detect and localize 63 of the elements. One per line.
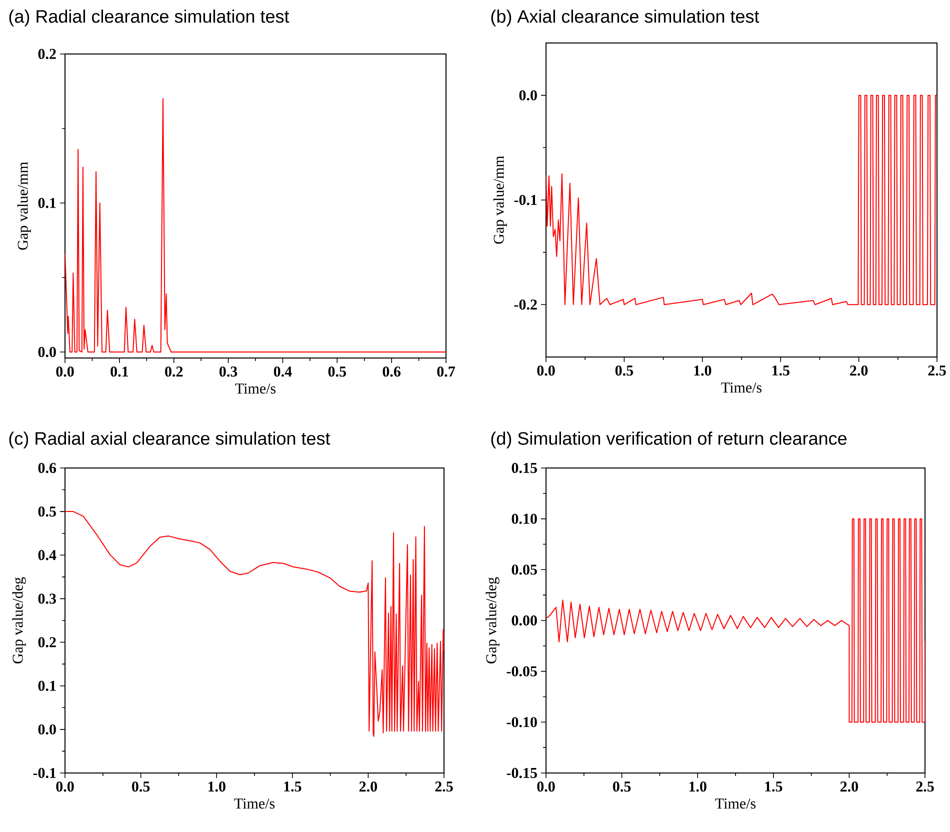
x-tick-label: 2.0 — [840, 782, 858, 792]
x-tick-label: 0.7 — [437, 366, 456, 377]
line-series — [546, 518, 926, 723]
x-tick-label: 0.0 — [537, 366, 555, 376]
y-tick-label: 0.0 — [38, 724, 56, 735]
x-tick-label: 0.4 — [274, 366, 292, 377]
y-axis-title: Gap value/mm — [493, 156, 507, 244]
y-tick-label: 0.6 — [38, 462, 56, 474]
x-tick-label: 1.0 — [694, 366, 712, 376]
line-series — [546, 94, 938, 306]
x-axis-title: Time/s — [715, 798, 756, 809]
y-tick-label: 0.4 — [38, 550, 56, 560]
y-tick-label: -0.05 — [506, 666, 537, 676]
y-tick-label: 0.0 — [38, 346, 56, 358]
y-tick-label: -0.1 — [33, 768, 56, 778]
chart-title: (c) Radial axial clearance simulation test — [9, 432, 330, 448]
y-tick-label: 0.2 — [38, 637, 56, 648]
y-tick-label: 0.3 — [38, 594, 56, 604]
x-tick-label: 1.0 — [208, 782, 226, 792]
x-axis-title: Time/s — [235, 384, 276, 394]
x-tick-label: 2.0 — [359, 782, 378, 792]
y-tick-label: 0.2 — [38, 48, 56, 60]
y-tick-label: 0.5 — [38, 506, 56, 517]
line-series — [65, 511, 444, 737]
y-tick-label: 0.10 — [512, 514, 537, 524]
chart-title: (a) Radial clearance simulation test — [9, 10, 290, 26]
x-tick-label: 0.3 — [220, 366, 238, 377]
x-tick-label: 0.0 — [56, 366, 74, 377]
y-tick-label: 0.0 — [519, 90, 537, 100]
y-tick-label: -0.1 — [514, 194, 537, 206]
line-series — [65, 98, 446, 353]
x-tick-label: 0.2 — [165, 366, 183, 377]
x-tick-label: 0.5 — [132, 782, 150, 792]
x-tick-label: 0.6 — [382, 366, 401, 377]
y-axis-title: Gap value/mm — [17, 162, 31, 250]
x-tick-label: 2.0 — [850, 366, 868, 376]
y-tick-label: -0.15 — [506, 768, 537, 778]
x-axis-title: Time/s — [721, 382, 762, 393]
y-tick-label: 0.05 — [512, 564, 537, 575]
x-axis-title: Time/s — [234, 798, 275, 809]
x-tick-label: 0.5 — [328, 366, 346, 377]
x-tick-label: 1.0 — [689, 782, 706, 792]
y-tick-label: 0.00 — [512, 615, 537, 626]
x-tick-label: 2.5 — [928, 366, 946, 376]
x-tick-label: 0.5 — [615, 366, 634, 376]
y-axis-title: Gap value/deg — [486, 577, 500, 664]
y-tick-label: 0.1 — [38, 680, 56, 691]
x-tick-label: 0.0 — [537, 782, 555, 792]
x-tick-label: 2.5 — [916, 782, 934, 792]
x-tick-label: 1.5 — [765, 782, 782, 792]
x-tick-label: 1.5 — [772, 366, 790, 376]
x-tick-label: 1.5 — [284, 782, 302, 792]
y-axis-title: Gap value/deg — [12, 577, 26, 664]
x-tick-label: 0.1 — [110, 366, 128, 377]
y-tick-label: -0.10 — [506, 717, 537, 728]
y-tick-label: 0.15 — [512, 462, 537, 474]
y-tick-label: -0.2 — [514, 300, 537, 310]
y-tick-label: 0.1 — [38, 198, 56, 208]
chart-title: (b) Axial clearance simulation test — [491, 10, 760, 26]
x-tick-label: 2.5 — [435, 782, 453, 792]
chart-title: (d) Simulation verification of return clearance — [491, 432, 847, 448]
x-tick-label: 0.5 — [613, 782, 631, 792]
x-tick-label: 0.0 — [56, 782, 74, 792]
